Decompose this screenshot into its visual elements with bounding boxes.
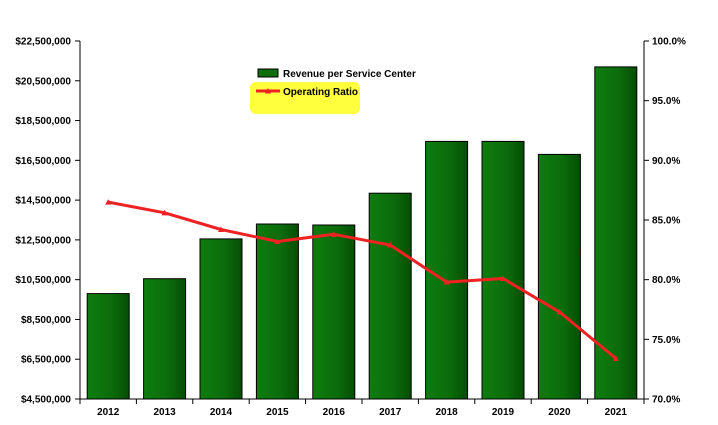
x-tick-label: 2013 [153, 407, 176, 418]
left-tick-label: $10,500,000 [15, 275, 71, 286]
left-tick-label: $18,500,000 [15, 116, 71, 127]
line-point-2014 [218, 226, 224, 233]
bar-series [86, 66, 638, 400]
legend: Revenue per Service Center Operating Rati… [250, 68, 416, 114]
legend-label-operating-ratio: Operating Ratio [283, 87, 358, 98]
x-tick-label: 2016 [323, 407, 346, 418]
right-tick-label: 75.0% [652, 335, 680, 346]
x-tick-label: 2019 [492, 407, 515, 418]
left-tick-label: $16,500,000 [15, 156, 71, 167]
line-point-2012 [105, 199, 112, 205]
line-point-2013 [161, 209, 168, 216]
x-axis-ticks: 2012 2013 2014 2015 2016 2017 2018 2019 2020 2021 [79, 399, 645, 418]
bar-2016 [312, 224, 356, 400]
left-axis-ticks: $4,500,000 $6,500,000 $8,500,000 $10,500,00… [15, 37, 80, 406]
left-tick-label: $22,500,000 [15, 37, 71, 48]
left-tick-label: $20,500,000 [15, 76, 71, 87]
x-tick-label: 2014 [210, 407, 233, 418]
left-tick-label: $8,500,000 [21, 315, 71, 326]
bar-2019 [481, 140, 525, 400]
right-tick-label: 85.0% [652, 216, 680, 227]
right-tick-label: 70.0% [652, 395, 680, 406]
line-point-2020 [556, 308, 563, 315]
line-point-2021 [612, 355, 619, 361]
x-tick-label: 2021 [605, 407, 628, 418]
line-point-2019 [500, 275, 506, 281]
operating-ratio-line [107, 200, 617, 360]
bar-2015 [255, 223, 299, 400]
bar-2017 [368, 192, 412, 400]
line-series [105, 199, 619, 361]
right-tick-label: 95.0% [652, 96, 680, 107]
x-tick-label: 2017 [379, 407, 402, 418]
legend-bar-swatch [257, 68, 279, 78]
bar-2021 [594, 66, 638, 400]
x-tick-label: 2015 [266, 407, 289, 418]
x-tick-label: 2020 [548, 407, 571, 418]
line-point-2016 [330, 231, 337, 237]
bar-2014 [199, 238, 243, 400]
left-tick-label: $12,500,000 [15, 235, 71, 246]
left-tick-label: $6,500,000 [21, 355, 71, 366]
line-point-2018 [443, 279, 450, 285]
x-tick-label: 2012 [97, 407, 120, 418]
legend-line-marker [265, 88, 271, 94]
bar-2020 [537, 153, 581, 400]
bar-2013 [143, 278, 187, 400]
right-tick-label: 80.0% [652, 275, 680, 286]
legend-label-revenue: Revenue per Service Center [283, 69, 416, 80]
right-axis-ticks: 70.0% 75.0% 80.0% 85.0% 90.0% 95.0% 100.0% [644, 37, 686, 406]
bar-2012 [86, 293, 130, 400]
right-tick-label: 100.0% [652, 37, 686, 48]
left-tick-label: $4,500,000 [21, 395, 71, 406]
x-tick-label: 2018 [435, 407, 458, 418]
left-tick-label: $14,500,000 [15, 196, 71, 207]
right-tick-label: 90.0% [652, 156, 680, 167]
line-point-2015 [274, 238, 281, 244]
bar-2018 [425, 140, 469, 400]
line-point-2017 [387, 242, 394, 248]
